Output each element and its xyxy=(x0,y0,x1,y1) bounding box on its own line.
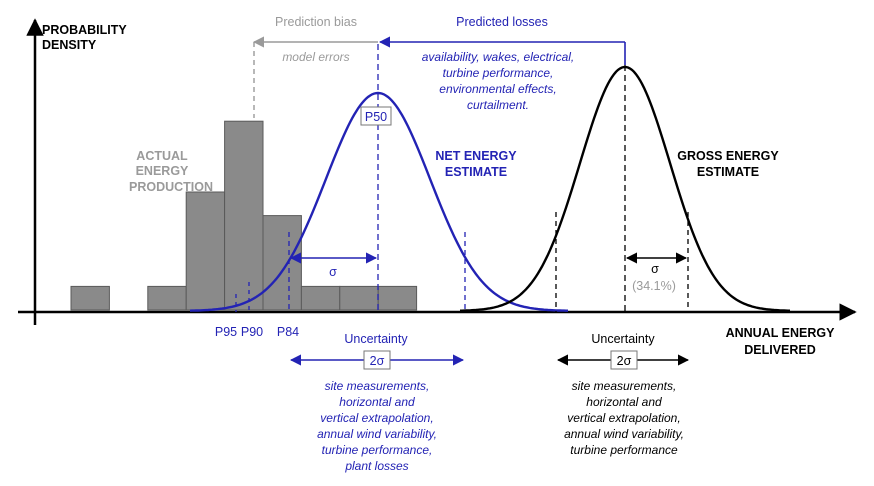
net-2sigma-label: 2σ xyxy=(370,354,385,368)
gross-source-item: vertical extrapolation, xyxy=(567,411,680,425)
histogram-bar xyxy=(377,285,418,311)
gross-source-item: turbine performance xyxy=(570,443,678,457)
x-axis-title-2: DELIVERED xyxy=(744,343,816,357)
p90-label: P90 xyxy=(241,325,263,339)
net-source-item: turbine performance, xyxy=(322,443,433,457)
gross-2sigma-label: 2σ xyxy=(617,354,632,368)
loss-item: availability, wakes, electrical, xyxy=(422,50,575,64)
loss-item: turbine performance, xyxy=(443,66,554,80)
net-sigma-label: σ xyxy=(329,265,337,279)
net-energy-curve xyxy=(189,91,568,312)
gross-source-item: horizontal and xyxy=(586,395,662,409)
predicted-losses-list: availability, wakes, electrical, turbine… xyxy=(422,50,575,112)
histogram-bar xyxy=(147,285,187,311)
p84-label: P84 xyxy=(277,325,299,339)
histogram-bar xyxy=(300,285,341,311)
p50-label: P50 xyxy=(365,110,387,124)
hist-label-line: ACTUAL xyxy=(136,149,188,163)
net-uncertainty-label: Uncertainty xyxy=(344,332,408,346)
histogram-bar xyxy=(262,215,302,311)
loss-item: curtailment. xyxy=(467,98,529,112)
p95-label: P95 xyxy=(215,325,237,339)
gross-uncertainty-label: Uncertainty xyxy=(591,332,655,346)
gross-source-item: annual wind variability, xyxy=(564,427,684,441)
gross-2sigma-box xyxy=(610,350,638,370)
net-source-item: site measurements, xyxy=(325,379,430,393)
gross-uncertainty-sources: site measurements, horizontal and vertic… xyxy=(564,379,684,457)
gross-sigma-percent: (34.1%) xyxy=(632,279,676,293)
gross-label-line: GROSS ENERGY xyxy=(677,149,779,163)
loss-item: environmental effects, xyxy=(439,82,556,96)
prediction-bias-label: Prediction bias xyxy=(275,15,357,29)
hist-label-line: PRODUCTION xyxy=(129,180,213,194)
x-axis-title: ANNUAL ENERGY xyxy=(726,326,835,340)
y-axis-title-2: DENSITY xyxy=(42,38,97,52)
gross-source-item: site measurements, xyxy=(572,379,677,393)
net-source-item: vertical extrapolation, xyxy=(320,411,433,425)
p50-box xyxy=(360,106,392,126)
histogram-bar xyxy=(70,285,110,311)
net-source-item: annual wind variability, xyxy=(317,427,437,441)
gross-estimate-label: GROSS ENERGY ESTIMATE xyxy=(677,149,779,179)
net-source-item: horizontal and xyxy=(339,395,415,409)
net-label-line: ESTIMATE xyxy=(445,165,507,179)
predicted-losses-label: Predicted losses xyxy=(456,15,548,29)
net-source-item: plant losses xyxy=(344,459,408,473)
hist-label-line: ENERGY xyxy=(136,164,189,178)
histogram-bars xyxy=(70,120,418,311)
histogram-bar xyxy=(339,285,379,311)
histogram-bar xyxy=(224,120,264,311)
net-estimate-label: NET ENERGY ESTIMATE xyxy=(435,149,517,179)
model-errors-label: model errors xyxy=(282,50,349,64)
gross-label-line: ESTIMATE xyxy=(697,165,759,179)
net-label-line: NET ENERGY xyxy=(435,149,517,163)
actual-production-label: ACTUAL ENERGY PRODUCTION xyxy=(129,149,213,194)
net-2sigma-box xyxy=(363,350,391,370)
y-axis-title: PROBABILITY xyxy=(42,23,127,37)
gross-sigma-label: σ xyxy=(651,262,659,276)
net-uncertainty-sources: site measurements, horizontal and vertic… xyxy=(317,379,437,473)
histogram-bar xyxy=(185,191,226,311)
